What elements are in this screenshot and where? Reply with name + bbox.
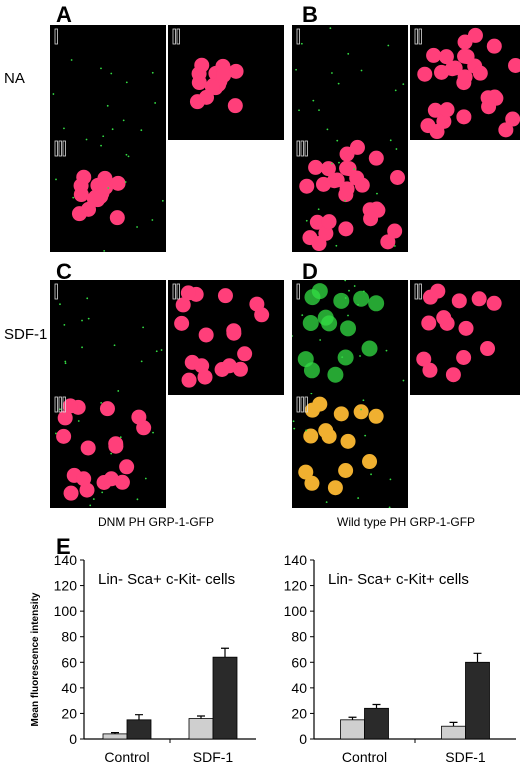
bar (441, 725, 466, 740)
error-bar (135, 714, 143, 720)
y-tick-label: 0 (299, 731, 307, 747)
bar (188, 718, 214, 740)
y-tick-label: 40 (61, 680, 77, 696)
micrograph-c-merge (50, 393, 166, 508)
error-bar (221, 647, 229, 658)
y-tick-label: 140 (54, 552, 78, 568)
y-tick-label: 20 (291, 705, 307, 721)
panel-label-b: B (302, 2, 318, 27)
y-tick-label: 60 (291, 654, 307, 670)
x-tick-label: Control (104, 749, 149, 765)
x-tick-label: SDF-1 (445, 749, 486, 765)
y-tick-label: 100 (54, 603, 78, 619)
y-axis-label: Mean fluorescence intensity (30, 592, 41, 726)
panel-label-d: D (302, 259, 318, 284)
x-tick-label: SDF-1 (193, 749, 234, 765)
y-tick-label: 20 (61, 705, 77, 721)
micrograph-c-red (168, 280, 284, 395)
y-tick-label: 40 (291, 680, 307, 696)
bar (364, 707, 389, 740)
error-bar (197, 715, 205, 719)
panel-label-c: C (56, 259, 72, 284)
micrograph-d-green (292, 280, 408, 395)
y-tick-label: 80 (61, 629, 77, 645)
micrograph-a-merge (50, 137, 166, 252)
bar (340, 719, 365, 740)
bar (465, 661, 490, 740)
y-tick-label: 60 (61, 654, 77, 670)
chart-kit-negative: 0 20 40 60 80 100 120 140 Control SDF-1 Lin- Sca+ … (0, 548, 262, 775)
chart-title: Lin- Sca+ c-Kit- cells (98, 571, 235, 588)
error-bar (111, 732, 119, 734)
micrograph-b-green (292, 25, 408, 140)
y-tick-label: 0 (69, 731, 77, 747)
caption-wild-type: Wild type PH GRP-1-GFP (337, 515, 476, 529)
error-bar (348, 716, 357, 720)
chart-title: Lin- Sca+ c-Kit+ cells (328, 571, 469, 588)
y-tick-label: 80 (291, 629, 307, 645)
error-bar (372, 703, 381, 709)
y-tick-label: 100 (284, 603, 308, 619)
row-label-sdf1: SDF-1 (4, 326, 48, 343)
row-label-na: NA (4, 70, 25, 87)
micrograph-a-red (168, 25, 284, 140)
bar (126, 719, 152, 740)
y-tick-label: 140 (284, 552, 308, 568)
y-tick-label: 120 (54, 578, 78, 594)
error-bar (473, 652, 482, 663)
micrograph-d-red (410, 280, 520, 395)
error-bar (449, 721, 458, 727)
caption-dnm: DNM PH GRP-1-GFP (98, 515, 215, 529)
panel-label-a: A (56, 2, 72, 27)
micrograph-b-merge (292, 137, 408, 252)
panel-label-e: E (56, 534, 71, 559)
chart-kit-positive: 0 20 40 60 80 100 120 140 Control SDF-1 Lin- Sca+ … (268, 548, 520, 775)
micrograph-d-merge (292, 393, 408, 508)
bar (212, 656, 238, 740)
micrograph-c-green (50, 280, 166, 395)
micrograph-a-green (50, 25, 166, 140)
bar (102, 733, 128, 740)
x-tick-label: Control (342, 749, 387, 765)
y-tick-label: 120 (284, 578, 308, 594)
micrograph-b-red (410, 25, 520, 140)
